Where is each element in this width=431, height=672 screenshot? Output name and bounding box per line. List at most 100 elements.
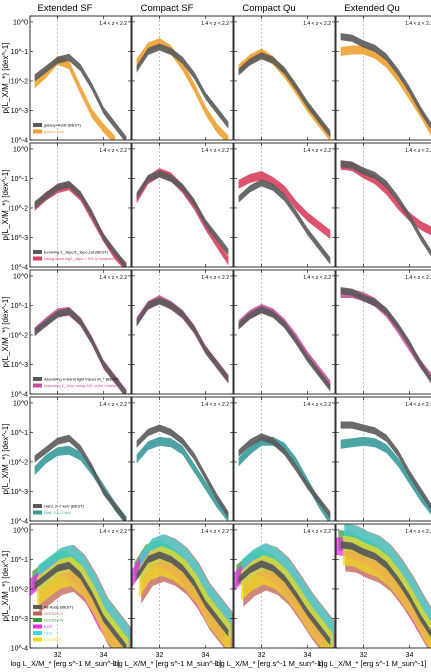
legend-swatch	[33, 510, 42, 515]
panel-r4-extended-sf: 1.4 < z < 2.2 10^0 10^-1 10^-2 10^-3 10^-4 p(L…	[1, 396, 132, 526]
field-band-cosmos	[36, 556, 129, 648]
best-band	[238, 179, 331, 265]
legend-swatch	[33, 618, 42, 622]
best-band	[136, 424, 229, 519]
y-tick-label: 10^-4	[11, 138, 28, 145]
x-tick-label: 34	[100, 652, 108, 659]
panel-r3-extended-sf: 1.4 < z < 2.2 10^0 10^-1 10^-2 10^-3 10^-4 p(L…	[1, 269, 132, 399]
redshift-label: 1.4 < z < 2.2	[99, 275, 127, 281]
y-tick-label: 10^-3	[11, 235, 28, 242]
y-tick-label: 10^-2	[11, 459, 28, 466]
best-band	[34, 307, 127, 394]
legend-swatch	[33, 256, 42, 261]
panel-frame	[29, 269, 132, 395]
legend-entry: GOODS-S	[44, 611, 63, 616]
x-axis-label-2: log L_X/M_* [erg s^-1 M_sun^-1]	[113, 659, 222, 668]
panel-r1-extended-qu: 1.4 < z < 2.2	[335, 15, 431, 141]
alt-band	[238, 171, 331, 239]
column-title-extended-sf: Extended SF	[38, 3, 93, 14]
y-tick-label: 10^-2	[11, 586, 28, 593]
panel-r1-compact-qu: 1.4 < z < 2.2	[233, 15, 336, 141]
redshift-label: 1.4 < z < 2.2	[405, 148, 431, 154]
alt-band	[340, 289, 431, 382]
panel-r5-extended-qu: 1.4 < z < 2.2 32 34	[335, 523, 431, 659]
panel-r3-compact-sf: 1.4 < z < 2.2	[131, 269, 234, 395]
best-band	[136, 43, 229, 129]
alt-band	[136, 436, 229, 521]
y-tick-label: 10^-1	[11, 49, 28, 56]
legend-entry: Hard, 2–7 keV (BEST)	[44, 504, 84, 509]
alt-band	[340, 160, 431, 236]
redshift-label: 1.4 < z < 2.2	[201, 402, 229, 408]
y-axis-label: p(L_X/M_*) [dex^-1]	[1, 43, 10, 114]
panel-frame	[233, 523, 336, 649]
legend-swatch	[33, 123, 42, 127]
panel-frame	[131, 523, 234, 649]
panel-r1-extended-sf: 1.4 < z < 2.2 10^0 10^-1 10^-2 10^-3 10^-4 p(L…	[1, 15, 132, 145]
legend: galaxy+AGN (BEST)galaxy only	[33, 123, 81, 134]
panel-frame	[233, 269, 336, 395]
alt-band	[238, 48, 331, 140]
best-band	[238, 52, 331, 138]
y-tick-label: 10^0	[13, 273, 28, 280]
legend-entry: COSMOS	[44, 637, 62, 642]
legend-swatch	[33, 383, 42, 388]
best-band	[34, 434, 127, 521]
column-title-compact-sf: Compact SF	[141, 3, 194, 14]
y-tick-label: 10^0	[13, 400, 28, 407]
panel-r4-compact-qu: 1.4 < z < 2.2	[233, 396, 336, 522]
legend-entry: galaxy+AGN (BEST)	[44, 123, 81, 128]
legend: Assuming H-band light traces M_* (BEST)A…	[33, 377, 119, 388]
legend-entry: Assuming H-band light traces M_* (BEST)	[44, 377, 119, 382]
y-tick-label: 10^0	[13, 527, 28, 534]
alt-band	[340, 45, 431, 136]
x-tick-label: 34	[202, 652, 210, 659]
redshift-label: 1.4 < z < 2.2	[99, 529, 127, 535]
panel-frame	[29, 396, 132, 522]
panel-r4-compact-sf: 1.4 < z < 2.2	[131, 396, 234, 522]
legend-entry: GOODS-N	[44, 618, 63, 623]
panel-grid: 1.4 < z < 2.2 10^0 10^-1 10^-2 10^-3 10^-4 p(L…	[1, 15, 431, 659]
best-band	[340, 287, 431, 384]
legend-swatch	[33, 624, 42, 629]
panel-r2-extended-qu: 1.4 < z < 2.2	[335, 142, 431, 268]
legend-entry: Using fixed logΣ_1kpc > 9.8 is compact	[44, 256, 115, 261]
panel-r4-extended-qu: 1.4 < z < 2.2	[335, 396, 431, 522]
panel-r5-compact-sf: 1.4 < z < 2.2 32 34	[131, 523, 234, 659]
legend: Hard, 2–7 keV (BEST)Soft, 0.5–2 keV	[33, 504, 84, 515]
best-band	[340, 421, 431, 511]
y-tick-label: 10^0	[13, 19, 28, 26]
panel-r2-compact-sf: 1.4 < z < 2.2	[131, 142, 234, 268]
best-band	[34, 53, 127, 140]
legend-swatch	[33, 605, 42, 609]
panel-frame	[335, 15, 431, 141]
legend-swatch	[33, 611, 42, 616]
best-band	[136, 297, 229, 383]
y-tick-label: 10^-2	[11, 205, 28, 212]
x-axis-label-4: log L_X/M_* [erg s^-1 M_sun^-1]	[318, 659, 427, 668]
x-tick-label: 32	[258, 652, 266, 659]
y-tick-label: 10^-1	[11, 557, 28, 564]
redshift-label: 1.4 < z < 2.2	[99, 148, 127, 154]
panel-r5-compact-qu: 1.4 < z < 2.2 32 34	[233, 523, 336, 659]
field-band-cosmos	[240, 555, 333, 648]
panel-frame	[29, 142, 132, 268]
y-tick-label: 10^-1	[11, 430, 28, 437]
alt-band	[136, 295, 229, 384]
panel-frame	[131, 269, 234, 395]
best-band	[136, 551, 229, 637]
x-tick-label: 34	[406, 652, 414, 659]
best-band	[238, 560, 331, 646]
legend-entry: Evolving Σ_1kpc/Σ_1kpc,cut (BEST)	[44, 250, 109, 255]
panel-r2-extended-sf: 1.4 < z < 2.2 10^0 10^-1 10^-2 10^-3 10^-4 p(L…	[1, 142, 132, 272]
legend-entry: Adjusting Σ_1kpc using M/L-color relatio…	[44, 383, 117, 388]
redshift-label: 1.4 < z < 2.2	[405, 529, 431, 535]
panel-r3-compact-qu: 1.4 < z < 2.2	[233, 269, 336, 395]
y-axis-label: p(L_X/M_*) [dex^-1]	[1, 297, 10, 368]
y-tick-label: 10^-4	[11, 392, 28, 399]
panel-frame	[131, 396, 234, 522]
legend-swatch	[33, 377, 42, 381]
redshift-label: 1.4 < z < 2.2	[99, 21, 127, 27]
y-tick-label: 10^-3	[11, 108, 28, 115]
redshift-label: 1.4 < z < 2.2	[303, 529, 331, 535]
